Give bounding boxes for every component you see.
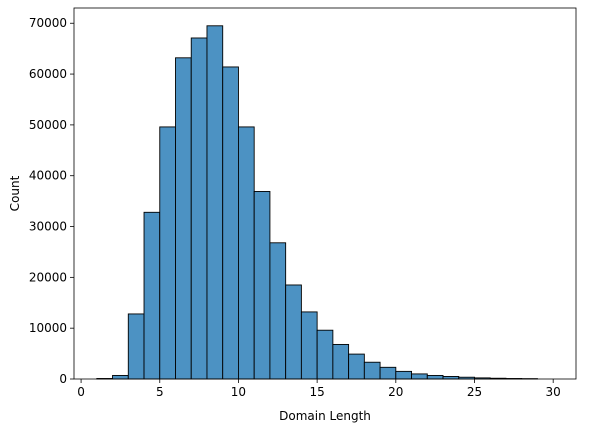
y-tick-label: 50000	[29, 118, 67, 132]
histogram-bar	[269, 242, 287, 380]
histogram-bar	[300, 311, 318, 380]
histogram-bar	[190, 37, 208, 380]
y-tick-label: 0	[59, 372, 67, 386]
histogram-bar	[395, 370, 413, 380]
histogram-bar	[411, 373, 428, 380]
x-tick-label: 5	[156, 385, 164, 399]
histogram-bar	[379, 366, 397, 380]
y-tick-label: 70000	[29, 16, 67, 30]
y-tick-label: 40000	[29, 169, 67, 183]
y-tick-label: 30000	[29, 220, 67, 234]
histogram-bar	[175, 57, 192, 380]
y-tick-label: 10000	[29, 321, 67, 335]
histogram-bar	[127, 313, 145, 380]
y-axis-label: Count	[8, 175, 22, 211]
histogram-bar	[426, 374, 444, 380]
y-axis-ticks: 0 10000 20000 30000 40000 50000 60000 70000	[29, 16, 74, 386]
histogram-bars	[96, 25, 538, 380]
y-tick-label: 60000	[29, 67, 67, 81]
histogram-bar	[237, 126, 255, 380]
histogram-bar	[206, 25, 224, 380]
x-tick-label: 0	[77, 385, 85, 399]
x-axis-ticks: 0 5 10 15 20 25 30	[77, 379, 561, 399]
histogram-bar	[159, 126, 176, 380]
histogram-bar	[348, 353, 365, 380]
histogram-bar	[222, 66, 239, 380]
x-tick-label: 10	[231, 385, 246, 399]
x-tick-label: 15	[309, 385, 324, 399]
histogram-bar	[285, 284, 302, 380]
axes-frame	[73, 7, 577, 380]
histogram-bar	[316, 329, 334, 380]
x-axis-label: Domain Length	[279, 409, 371, 423]
y-tick-label: 20000	[29, 270, 67, 284]
histogram-bar	[332, 343, 350, 380]
x-tick-label: 20	[388, 385, 403, 399]
histogram-bar	[253, 191, 271, 380]
histogram-bar	[112, 374, 129, 380]
x-tick-label: 25	[467, 385, 482, 399]
x-tick-label: 30	[546, 385, 561, 399]
histogram-bar	[363, 361, 381, 380]
histogram-bar	[143, 211, 161, 380]
